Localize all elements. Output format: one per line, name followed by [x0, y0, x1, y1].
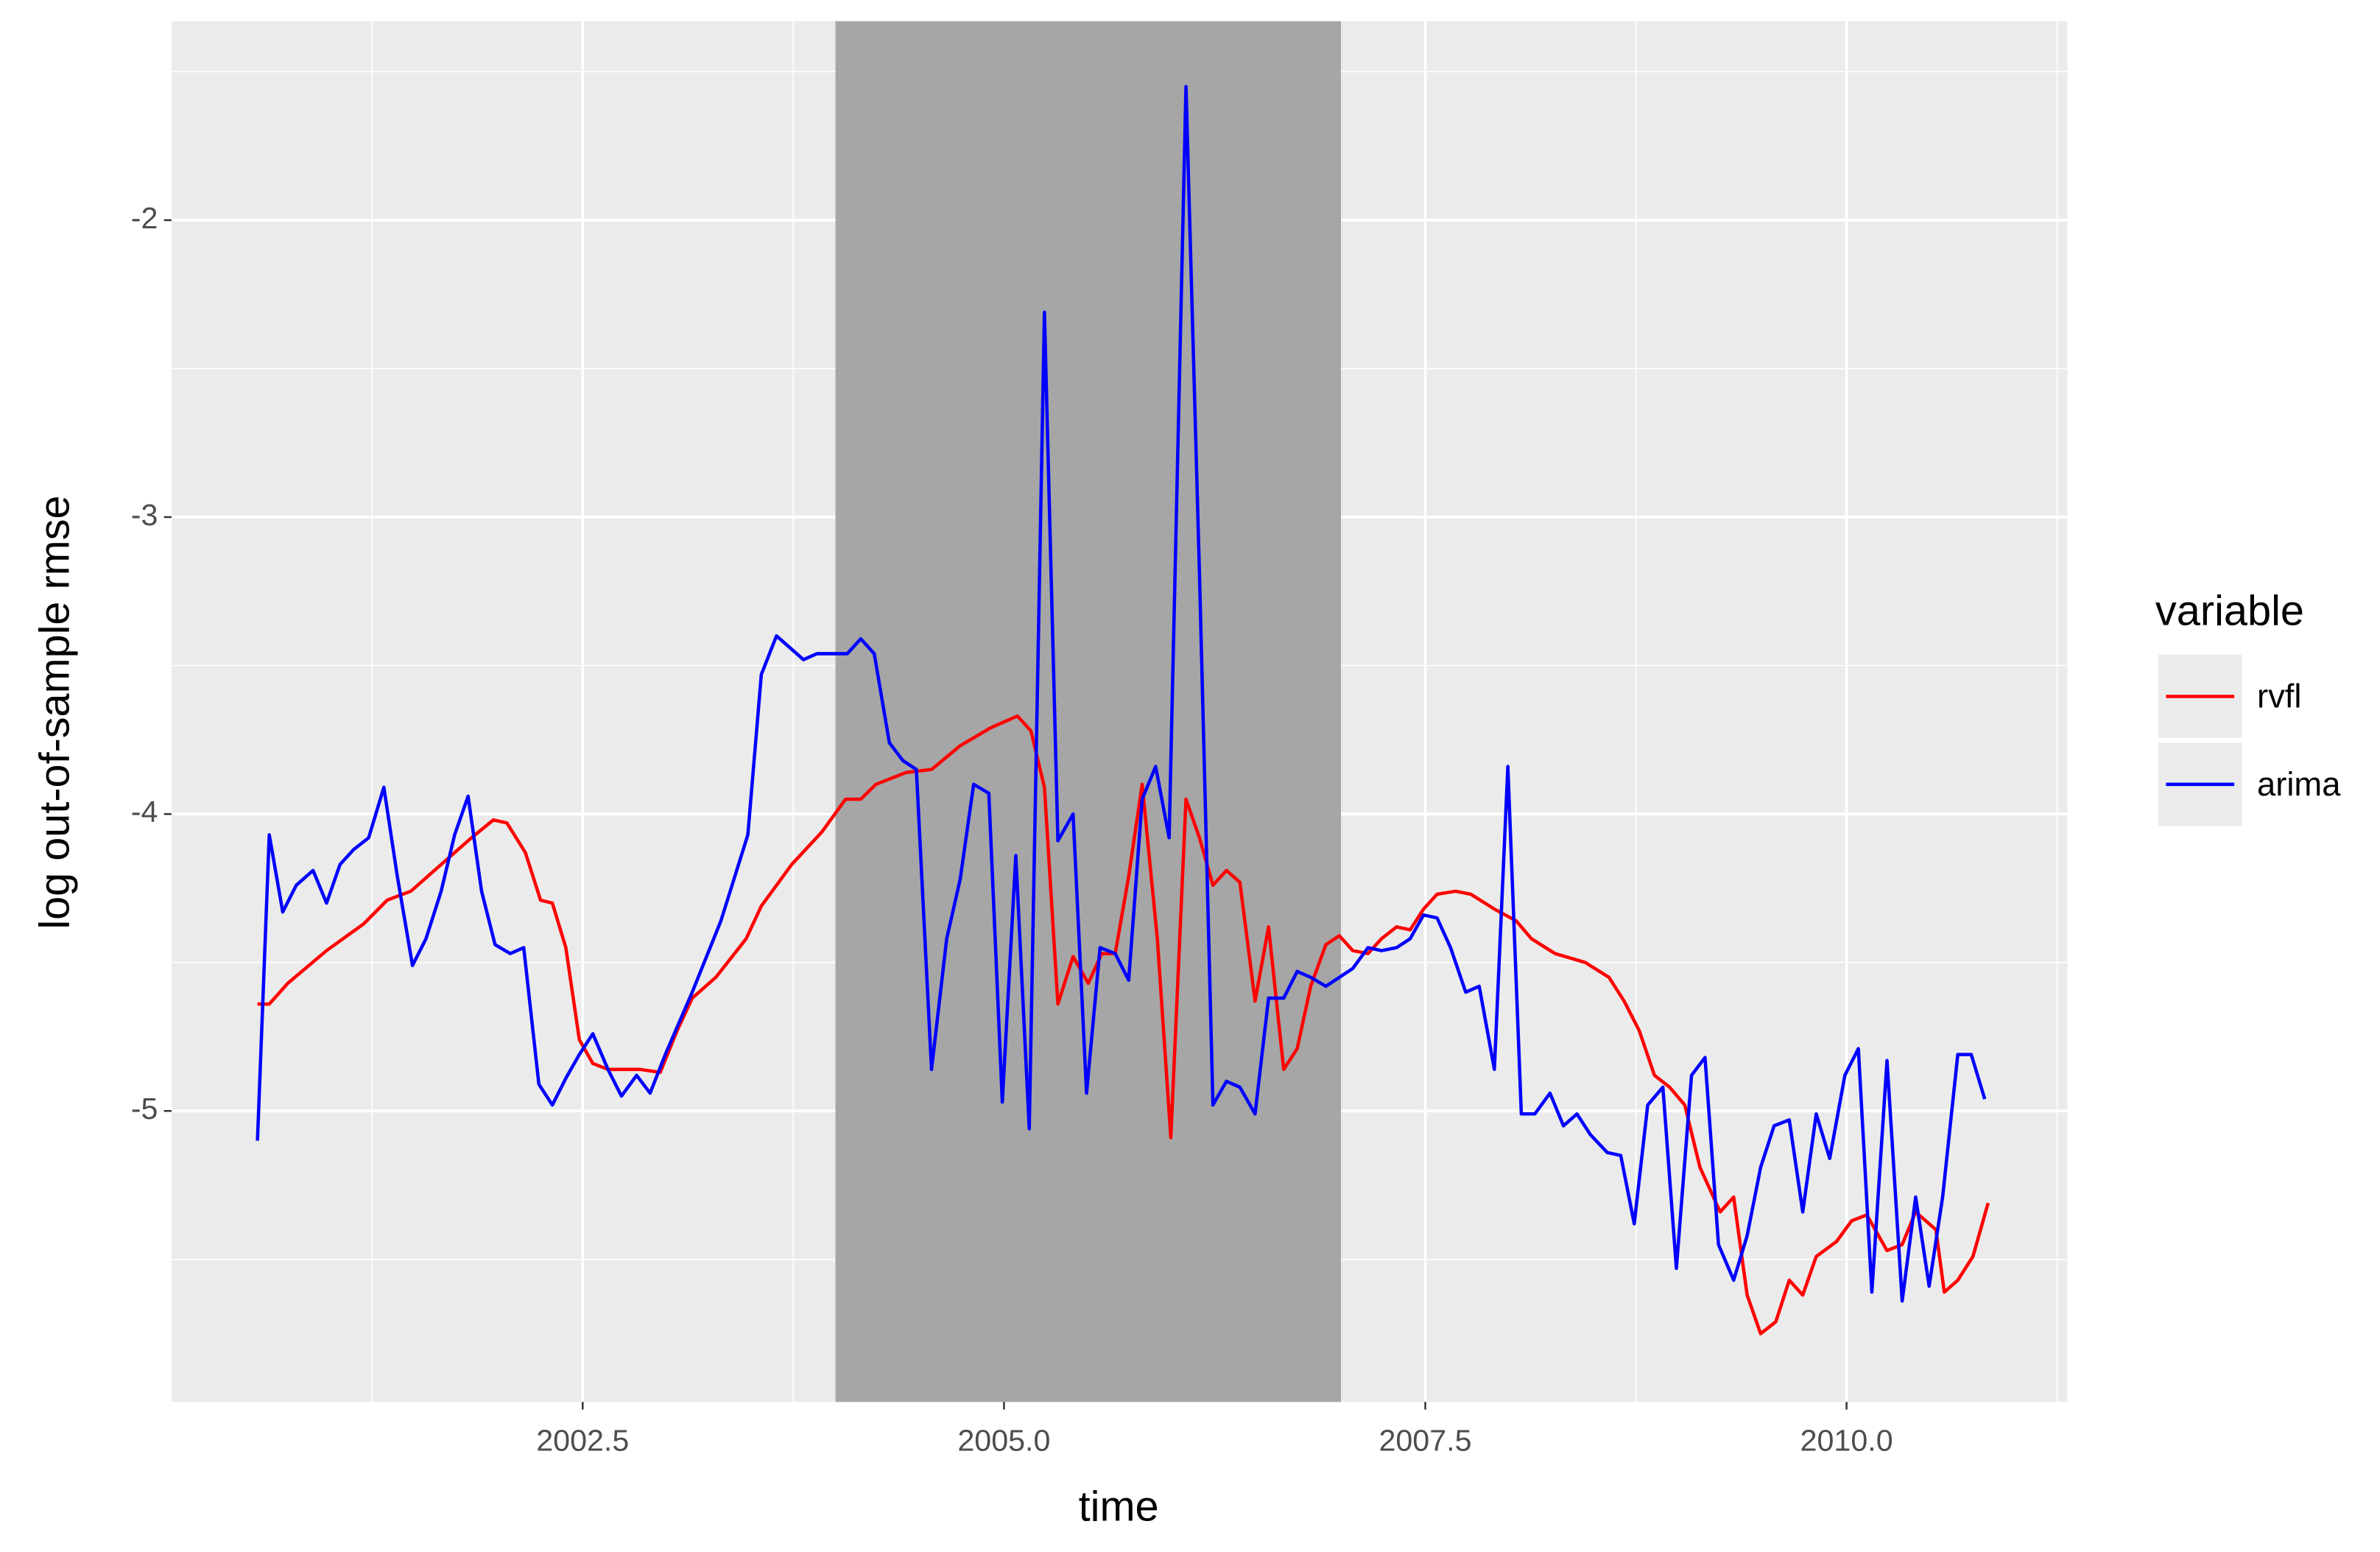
legend-label: rvfl [2257, 678, 2301, 715]
y-tick-label: -3 [131, 498, 158, 532]
series-line [256, 85, 1987, 1303]
x-axis-title: time [1079, 1483, 1159, 1531]
legend-entry: arima [2158, 742, 2341, 826]
highlight-region [835, 21, 1342, 1402]
y-tick-label: -4 [131, 795, 158, 829]
y-axis-title: log out-of-sample rmse [32, 496, 79, 930]
y-tick-label: -5 [131, 1092, 158, 1126]
series-line [257, 714, 1990, 1335]
legend-entry: rvfl [2158, 654, 2301, 739]
x-tick-label: 2007.5 [1379, 1424, 1471, 1458]
y-tick-label: -2 [131, 201, 158, 235]
legend-title: variable [2155, 588, 2304, 635]
x-tick-label: 2005.0 [957, 1424, 1050, 1458]
x-tick-label: 2010.0 [1800, 1424, 1893, 1458]
x-tick-label: 2002.5 [536, 1424, 629, 1458]
legend-label: arima [2257, 765, 2341, 803]
